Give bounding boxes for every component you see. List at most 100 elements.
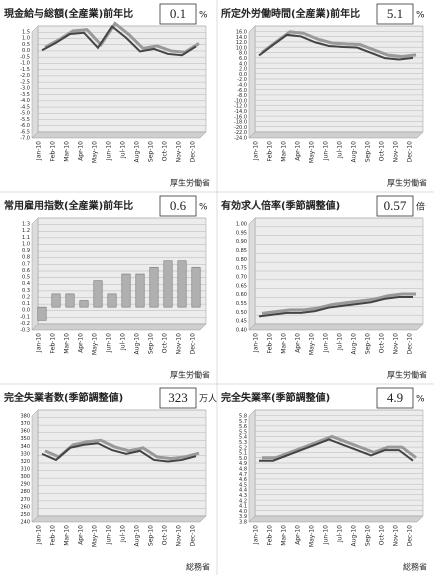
y-tick-label: 5.6: [239, 424, 247, 430]
y-tick-label: -1.0: [20, 61, 30, 67]
y-tick-label: 12.0: [236, 40, 247, 46]
y-tick-label: 4.7: [239, 472, 247, 478]
y-tick-label: 5.8: [239, 414, 247, 420]
x-tick-label: Nov-10: [176, 525, 183, 547]
y-tick-label: 1.00: [236, 222, 247, 228]
y-tick-label: 4.9: [239, 461, 247, 467]
y-tick-label: 0.5: [22, 275, 30, 281]
unit: %: [199, 11, 208, 21]
y-tick-label: 380: [20, 414, 30, 420]
headline-box: [376, 387, 414, 409]
line-series: [41, 442, 197, 463]
source: 厚生労働省: [387, 178, 427, 188]
x-tick-label: May-10: [92, 141, 99, 163]
x-tick-label: Feb-10: [50, 141, 57, 162]
x-tick-label: Feb-10: [267, 141, 274, 162]
y-tick-label: 4.1: [239, 504, 247, 510]
bar: [79, 300, 89, 308]
x-tick-label: Feb-10: [50, 525, 57, 546]
y-tick-label: -6.0: [237, 88, 247, 94]
y-tick-label: 5.7: [239, 419, 247, 425]
y-tick-label: 4.0: [239, 509, 247, 515]
y-tick-label: -4.0: [20, 98, 30, 104]
x-tick-label: May-10: [309, 333, 316, 355]
floor: [248, 323, 424, 331]
x-tick-label: Oct-10: [162, 333, 169, 353]
y-tick-label: 240: [20, 520, 30, 526]
x-tick-label: Apr-10: [295, 141, 302, 161]
side-wall: [31, 217, 39, 331]
unit: %: [416, 11, 425, 21]
y-tick-label: 250: [20, 512, 30, 518]
bar: [51, 293, 61, 308]
x-tick-label: Jun-10: [106, 141, 113, 161]
y-tick-label: 0.40: [236, 328, 247, 334]
x-tick-label: Jul-10: [337, 525, 344, 543]
unit: %: [199, 203, 208, 213]
y-tick-label: 5.0: [239, 456, 247, 462]
y-tick-label: -12.0: [234, 104, 247, 110]
y-tick-label: 5.5: [239, 429, 247, 435]
x-tick-label: Jun-10: [323, 333, 330, 353]
floor: [31, 131, 207, 139]
x-tick-label: Dec-10: [407, 141, 414, 163]
x-tick-label: Sep-10: [365, 141, 372, 162]
headline-value: 0.57: [384, 198, 407, 213]
line-series: [258, 295, 413, 318]
y-tick-label: -24.0: [234, 136, 247, 142]
y-tick-label: 0.8: [22, 255, 30, 261]
headline-box: [159, 3, 197, 25]
y-tick-label: 0.85: [236, 248, 247, 254]
x-tick-label: Feb-10: [267, 333, 274, 354]
chart-title: 現金給与総額(全産業)前年比: [4, 7, 133, 20]
y-tick-label: -8.0: [237, 93, 247, 99]
x-tick-label: Jul-10: [120, 141, 127, 159]
y-tick-label: 5.1: [239, 451, 247, 457]
floor: [31, 515, 207, 523]
x-tick-label: Dec-10: [190, 525, 197, 547]
x-tick-label: Jul-10: [120, 333, 127, 351]
y-tick-label: -22.0: [234, 130, 247, 136]
y-tick-label: -1.5: [20, 67, 30, 73]
y-tick-label: 0.50: [236, 310, 247, 316]
side-wall: [248, 217, 256, 331]
y-tick-label: -6.0: [20, 123, 30, 129]
y-tick-label: 300: [20, 474, 30, 480]
x-tick-label: May-10: [92, 525, 99, 547]
y-tick-label: -10.0: [234, 98, 247, 104]
x-tick-label: Oct-10: [162, 141, 169, 161]
headline-value: 0.6: [170, 198, 187, 213]
x-tick-label: Dec-10: [190, 141, 197, 163]
line-ribbon: [44, 21, 200, 54]
y-tick-label: 0.0: [22, 48, 30, 54]
chart-title: 所定外労働時間(全産業)前年比: [221, 7, 360, 20]
y-tick-label: -14.0: [234, 109, 247, 115]
y-tick-label: 3.8: [239, 520, 247, 526]
side-wall: [31, 25, 39, 139]
back-wall: [37, 25, 207, 133]
x-tick-label: Jan-10: [36, 525, 43, 545]
x-tick-label: Sep-10: [148, 141, 155, 162]
y-tick-label: 4.0: [239, 61, 247, 67]
y-tick-label: 0.4: [22, 281, 30, 287]
headline-box: [159, 387, 197, 409]
line-ribbon: [262, 434, 417, 460]
y-tick-label: 1.2: [22, 228, 30, 234]
y-tick-label: 290: [20, 482, 30, 488]
x-tick-label: Apr-10: [295, 333, 302, 353]
y-tick-label: 370: [20, 421, 30, 427]
y-tick-label: -2.5: [20, 79, 30, 85]
y-tick-label: 0.2: [22, 294, 30, 300]
x-tick-label: Mar-10: [281, 525, 288, 546]
y-tick-label: 0.1: [22, 301, 30, 307]
x-tick-label: Jan-10: [253, 525, 260, 545]
chart-title: 常用雇用指数(全産業)前年比: [4, 199, 133, 212]
x-tick-label: Aug-10: [134, 525, 141, 547]
y-tick-label: 1.5: [22, 30, 30, 36]
x-tick-label: Aug-10: [351, 525, 358, 547]
y-tick-label: 0.3: [22, 288, 30, 294]
bar: [149, 267, 159, 308]
x-tick-label: Sep-10: [365, 525, 372, 546]
y-tick-label: 260: [20, 504, 30, 510]
